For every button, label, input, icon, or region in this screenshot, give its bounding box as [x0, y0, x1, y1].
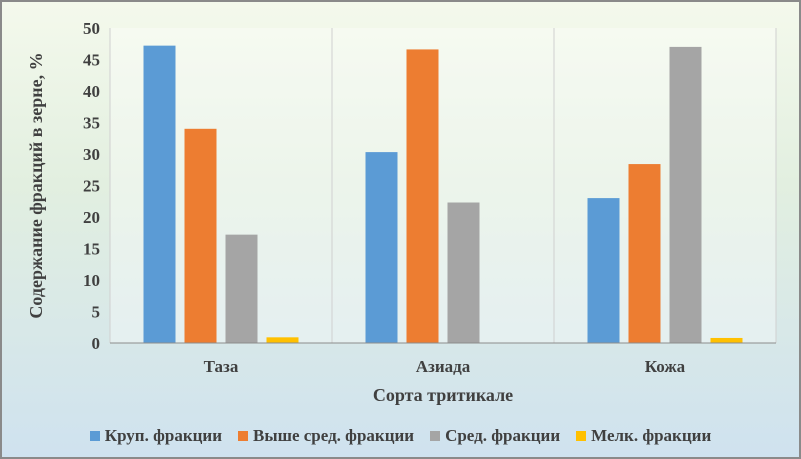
y-tick-label: 25	[83, 177, 100, 196]
legend-swatch	[238, 431, 248, 441]
y-tick-label: 40	[83, 82, 100, 101]
bar	[628, 164, 661, 343]
x-tick-label: Азиада	[416, 357, 471, 376]
bars	[143, 45, 743, 344]
bar	[710, 337, 743, 343]
legend-label: Мелк. фракции	[591, 426, 712, 445]
x-tick-label: Таза	[204, 357, 239, 376]
y-tick-label: 30	[83, 145, 100, 164]
y-tick-label: 35	[83, 114, 100, 133]
legend-label: Сред. фракции	[445, 426, 561, 445]
legend-swatch	[576, 431, 587, 441]
legend-item: Круп. фракции	[89, 426, 222, 446]
y-axis-title: Содержание фракций в зерне, %	[26, 52, 46, 318]
bar-chart: 0 5 10 15 20 25 30 35 40 45 50 Таза Азиада Кожа Соде…	[26, 19, 777, 405]
legend-item: Мелк. фракции	[576, 426, 711, 446]
y-axis-ticks: 0 5 10 15 20 25 30 35 40 45 50	[83, 19, 100, 353]
bar	[225, 234, 258, 343]
y-tick-label: 10	[83, 271, 100, 290]
y-tick-label: 5	[92, 303, 101, 322]
x-tick-label: Кожа	[645, 357, 686, 376]
bar	[143, 45, 176, 343]
y-tick-label: 0	[92, 334, 101, 353]
legend-item: Сред. фракции	[430, 426, 560, 446]
y-tick-label: 15	[83, 240, 100, 259]
y-tick-label: 50	[83, 19, 100, 38]
bar	[184, 128, 217, 343]
category-gridlines	[109, 28, 777, 343]
bar	[266, 337, 299, 343]
bar	[587, 198, 620, 343]
bar	[365, 152, 398, 343]
legend: Круп. фракции Выше сред. фракции Сред. фра…	[0, 423, 801, 449]
legend-swatch	[89, 431, 100, 441]
legend-label: Выше сред. фракции	[253, 426, 415, 445]
y-tick-label: 20	[83, 208, 100, 227]
bar	[447, 202, 480, 343]
x-axis-ticks: Таза Азиада Кожа	[204, 357, 686, 376]
x-axis-title: Сорта тритикале	[373, 385, 513, 405]
legend-item: Выше сред. фракции	[238, 426, 414, 446]
bar	[406, 49, 439, 344]
bar	[669, 46, 702, 344]
plot-area	[110, 28, 776, 343]
y-tick-label: 45	[83, 51, 100, 70]
legend-swatch	[430, 431, 441, 441]
legend-label: Круп. фракции	[104, 426, 222, 445]
